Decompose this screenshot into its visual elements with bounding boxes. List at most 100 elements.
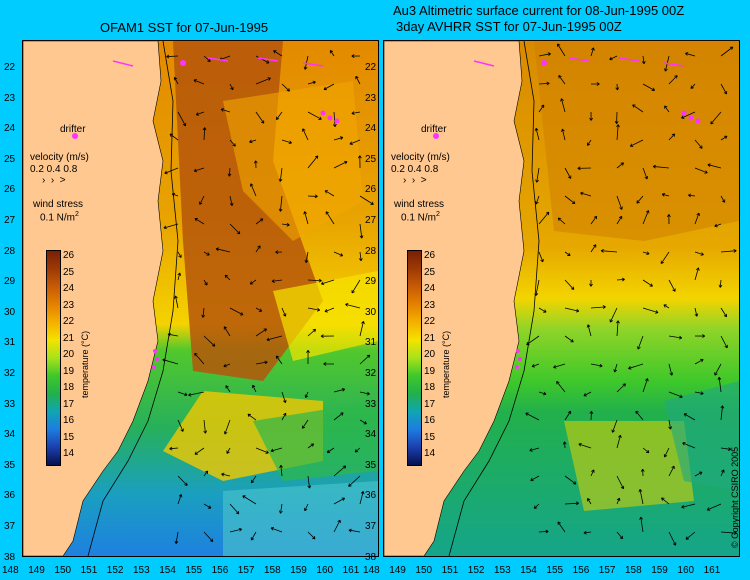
current-vector-arrow <box>203 531 214 543</box>
current-vector-arrow <box>538 251 544 263</box>
current-vector-arrow <box>681 503 696 509</box>
latitude-label: 27 <box>365 215 377 226</box>
current-vector-arrow <box>640 468 645 477</box>
current-vector-arrow <box>694 251 704 256</box>
current-vector-arrow <box>642 83 656 91</box>
current-vector-arrow <box>224 274 231 281</box>
latitude-label: 38 <box>365 551 377 563</box>
current-vector-arrow <box>193 167 205 173</box>
current-vector-arrow <box>558 75 566 85</box>
current-vector-arrow <box>533 503 540 509</box>
wind-legend-value: 0.1 N/m2 <box>40 211 79 224</box>
current-vector-arrow <box>590 244 597 253</box>
current-vector-arrow <box>683 413 696 421</box>
current-vector-arrow <box>710 111 722 125</box>
current-vector-arrow <box>637 335 644 350</box>
colorbar-tick-label: 18 <box>63 382 75 393</box>
longitude-label: 155 <box>185 565 203 576</box>
current-vector-arrow <box>307 443 315 449</box>
current-vector-arrow <box>668 335 683 340</box>
latitude-label: 27 <box>4 215 16 226</box>
longitude-label: 153 <box>133 565 150 576</box>
current-vector-arrow <box>223 326 231 337</box>
current-vector-arrow <box>714 223 722 228</box>
latitude-label: 26 <box>4 184 16 196</box>
latitude-label: 25 <box>365 153 377 165</box>
longitude-label: 157 <box>598 565 616 576</box>
current-vector-arrow <box>564 167 572 179</box>
current-vector-arrow <box>639 516 644 533</box>
current-vector-arrow <box>615 83 620 91</box>
latitude-label: 29 <box>365 276 377 288</box>
current-vector-arrow <box>193 79 205 85</box>
longitude-label: 151 <box>80 565 98 576</box>
longitude-label: 160 <box>677 565 695 576</box>
current-vector-arrow <box>681 111 696 119</box>
current-vector-arrow <box>359 391 370 396</box>
current-vector-arrow <box>303 55 309 70</box>
latitude-label: 36 <box>4 490 16 502</box>
current-vector-arrow <box>590 215 598 225</box>
current-vector-arrow <box>229 307 244 316</box>
current-vector-arrow <box>281 391 287 404</box>
colorbar-tick-label: 16 <box>63 415 75 426</box>
left-map-panel <box>22 40 379 557</box>
current-vector-arrow <box>557 521 566 533</box>
copyright-notice: © Copyright CSIRO 2005 <box>730 446 740 548</box>
current-vector-arrow <box>642 210 650 225</box>
current-vector-arrow <box>720 447 732 451</box>
latitude-label: 38 <box>4 551 16 563</box>
current-vector-arrow <box>255 245 261 253</box>
current-vector-arrow <box>616 277 625 282</box>
latitude-label: 32 <box>365 368 377 379</box>
longitude-label: 152 <box>106 565 124 576</box>
current-vector-arrow <box>275 355 283 365</box>
current-vector-arrow <box>173 76 179 85</box>
current-vector-arrow <box>249 279 257 285</box>
current-vector-arrow <box>641 55 646 65</box>
longitude-label: 148 <box>363 565 380 576</box>
latitude-label: 33 <box>4 398 16 410</box>
colorbar-tick-label: 15 <box>63 431 75 443</box>
current-vector-arrow <box>304 503 309 512</box>
latitude-label: 31 <box>365 337 377 349</box>
current-vector-arrow <box>270 447 283 453</box>
current-vector-arrow <box>590 305 606 309</box>
current-vector-arrow <box>249 183 257 197</box>
longitude-label: 149 <box>389 565 406 576</box>
current-vector-arrow <box>564 279 575 290</box>
longitude-label: 159 <box>651 565 668 576</box>
current-vector-arrow <box>348 475 361 487</box>
colorbar-tick-label: 17 <box>424 398 436 410</box>
current-vector-arrow <box>535 167 540 183</box>
current-vector-arrow <box>663 304 670 309</box>
current-vector-arrow <box>525 412 540 421</box>
current-vector-arrow <box>203 335 216 347</box>
current-vector-arrow <box>720 195 726 203</box>
latitude-label: 30 <box>4 306 16 318</box>
current-vector-arrow <box>635 410 644 421</box>
current-vector-arrow <box>349 139 361 145</box>
current-vector-arrow <box>281 222 290 227</box>
current-vector-arrow <box>616 195 623 210</box>
current-vector-arrow <box>355 75 361 85</box>
current-vector-arrow <box>326 447 335 454</box>
current-vector-arrow <box>169 133 179 141</box>
current-vector-arrow <box>303 211 309 225</box>
current-vector-arrow <box>694 167 708 174</box>
current-vector-arrow <box>661 192 670 197</box>
left-panel-title: OFAM1 SST for 07-Jun-1995 <box>100 20 269 35</box>
latitude-label: 34 <box>4 429 16 441</box>
latitude-label: 28 <box>4 245 16 257</box>
current-vector-arrow <box>614 111 619 124</box>
current-vector-arrow <box>359 320 365 337</box>
longitude-label: 161 <box>342 565 360 576</box>
current-vector-arrow <box>707 163 722 169</box>
velocity-legend-arrows: › › > <box>403 175 427 186</box>
current-vector-arrow <box>324 190 335 197</box>
current-vector-arrow <box>538 52 551 57</box>
current-vector-arrow <box>281 307 287 317</box>
current-vector-arrow <box>583 391 592 397</box>
current-vector-arrow <box>306 349 310 365</box>
current-vector-arrow <box>668 391 683 399</box>
